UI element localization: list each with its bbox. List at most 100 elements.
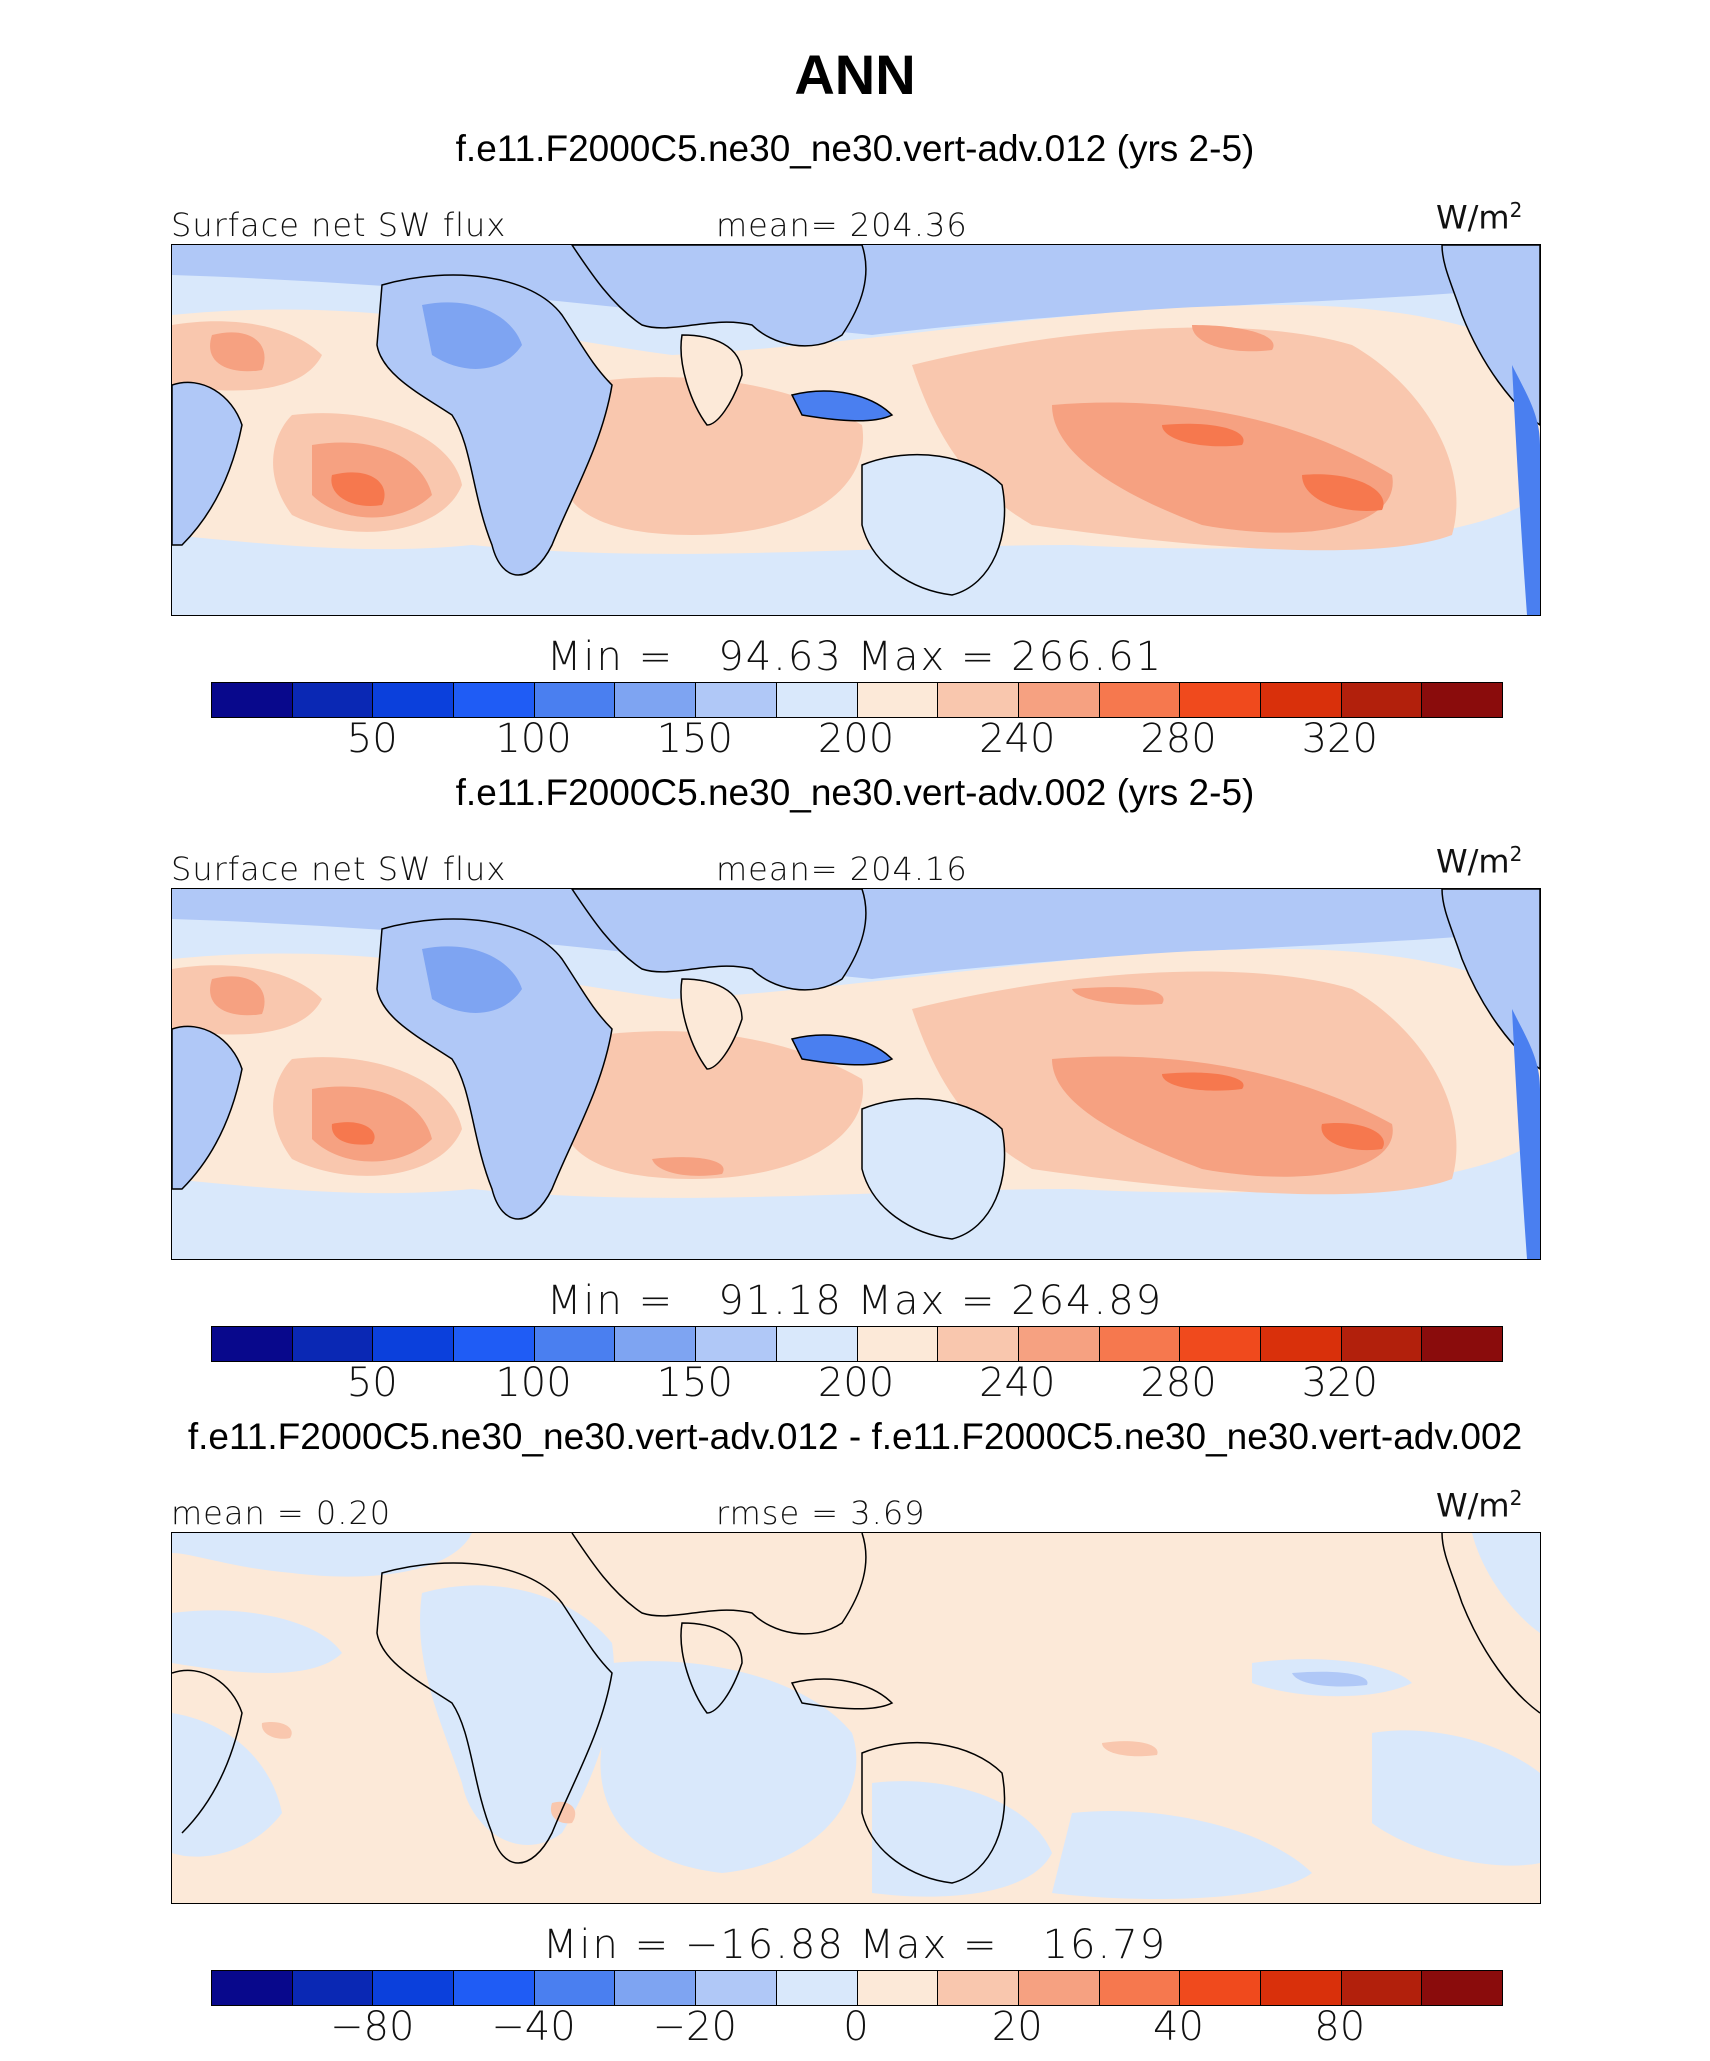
colorbar-tick: 0 — [843, 2004, 869, 2050]
colorbar-box — [534, 1327, 616, 1361]
colorbar-box — [696, 1971, 777, 2005]
colorbar-tick: 280 — [1140, 1360, 1217, 1406]
map-field-orange-5 — [652, 1157, 724, 1176]
colorbar-box — [776, 1971, 858, 2005]
colorbar-box — [1341, 1327, 1423, 1361]
panel-2-min-max: Min = 91.18 Max = 264.89 — [546, 1278, 1164, 1324]
colorbar-box — [1341, 1971, 1423, 2005]
panel-1-variable-label: Surface net SW flux — [171, 206, 507, 244]
map-diff-blue-5 — [172, 1713, 282, 1857]
map-background — [172, 1533, 1540, 1903]
map-continent-africa-interior — [422, 946, 522, 1013]
colorbar-box — [292, 1971, 374, 2005]
map-coast-south-america — [172, 1669, 243, 1834]
colorbar-tick: 200 — [817, 716, 895, 762]
colorbar-box — [776, 683, 858, 717]
colorbar-box — [938, 683, 1019, 717]
map-continent-africa-interior — [422, 302, 522, 369]
map-diff-blue-6 — [872, 1781, 1052, 1897]
colorbar-box — [1422, 1971, 1502, 2005]
colorbar-tick: −40 — [491, 2004, 576, 2050]
panel-3-case-title: f.e11.F2000C5.ne30_ne30.vert-adv.012 - f… — [187, 1416, 1523, 1457]
colorbar-box — [615, 683, 697, 717]
colorbar-box — [1018, 1327, 1100, 1361]
colorbar-box — [454, 683, 535, 717]
panel-1-units: W/m2 — [1436, 198, 1523, 237]
panel-2-variable-label: Surface net SW flux — [171, 850, 507, 888]
colorbar-box — [1018, 1971, 1100, 2005]
map-continent-asia — [571, 889, 867, 991]
colorbar-tick: 150 — [656, 1360, 733, 1406]
colorbar-box — [292, 1327, 374, 1361]
colorbar-box — [292, 683, 374, 717]
map-field-orange-2 — [312, 1086, 432, 1162]
map-field-orange-3 — [1052, 402, 1393, 533]
colorbar-box — [1180, 683, 1261, 717]
colorbar-box — [212, 683, 293, 717]
panel-3-map — [171, 1532, 1541, 1904]
map-coast-north-america — [1441, 1533, 1540, 1714]
colorbar-box — [615, 1971, 697, 2005]
panel-3-rmse-label: rmse = 3.69 — [716, 1494, 926, 1532]
map-continent-central-america — [1512, 365, 1540, 615]
colorbar-box — [696, 683, 777, 717]
panel-2-case-title: f.e11.F2000C5.ne30_ne30.vert-adv.002 (yr… — [455, 772, 1255, 813]
colorbar-box — [857, 1971, 939, 2005]
colorbar-tick: 320 — [1301, 716, 1378, 762]
colorbar-box — [454, 1327, 535, 1361]
panel-1-map — [171, 244, 1541, 616]
colorbar-tick: 200 — [817, 1360, 895, 1406]
colorbar-box — [212, 1971, 293, 2005]
colorbar-box — [615, 1327, 697, 1361]
colorbar-box — [1180, 1971, 1261, 2005]
map-diff-blue-4 — [600, 1661, 857, 1873]
map-diff-blue-3 — [420, 1585, 614, 1845]
colorbar-tick: −80 — [330, 2004, 415, 2050]
colorbar-box — [373, 1971, 455, 2005]
colorbar-box — [454, 1971, 535, 2005]
colorbar-tick: 50 — [346, 1360, 398, 1406]
panel-2-mean-label: mean= 204.16 — [716, 850, 968, 888]
colorbar-tick: −20 — [652, 2004, 737, 2050]
map-coast-australia — [861, 1741, 1006, 1884]
colorbar-box — [1099, 1971, 1181, 2005]
map-field-deep-orange-3 — [1321, 1123, 1384, 1151]
colorbar-box — [373, 683, 455, 717]
colorbar-box — [534, 683, 616, 717]
map-continent-south-america — [172, 381, 243, 546]
colorbar-tick: 50 — [346, 716, 398, 762]
panel-2-colorbar — [211, 1326, 1503, 1362]
panel-2-units: W/m2 — [1436, 842, 1523, 881]
map-diff-blue-1 — [172, 1533, 472, 1577]
colorbar-box — [696, 1327, 777, 1361]
panel-1-colorbar-ticks: 50 100 150 200 240 280 320 — [211, 716, 1501, 764]
colorbar-box — [938, 1327, 1019, 1361]
map-continent-maritime — [790, 390, 894, 422]
panel-3-units: W/m2 — [1436, 1486, 1523, 1525]
colorbar-tick: 240 — [979, 1360, 1056, 1406]
map-continent-south-america — [172, 1025, 243, 1190]
colorbar-tick: 280 — [1140, 716, 1217, 762]
colorbar-tick: 40 — [1153, 2004, 1204, 2050]
panel-1-case-title: f.e11.F2000C5.ne30_ne30.vert-adv.012 (yr… — [455, 128, 1255, 169]
colorbar-tick: 100 — [495, 716, 572, 762]
colorbar-box — [1260, 683, 1342, 717]
map-field-salmon-indian — [560, 377, 864, 535]
colorbar-box — [1260, 1327, 1342, 1361]
map-diff-blue-10 — [1372, 1730, 1540, 1866]
map-continent-india — [680, 334, 743, 426]
map-continent-australia — [861, 453, 1006, 596]
panel-1-colorbar — [211, 682, 1503, 718]
map-field-orange-1 — [210, 976, 265, 1016]
panel-2-colorbar-ticks: 50 100 150 200 240 280 320 — [211, 1360, 1501, 1408]
colorbar-box — [1099, 683, 1181, 717]
panel-3-mean-label: mean = 0.20 — [171, 1494, 392, 1532]
colorbar-box — [1341, 683, 1423, 717]
colorbar-box — [373, 1327, 455, 1361]
map-diff-blue-11 — [1472, 1533, 1540, 1633]
map-field-deep-orange-2 — [1162, 1072, 1244, 1091]
map-continent-maritime — [790, 1034, 894, 1066]
colorbar-box — [1018, 683, 1100, 717]
colorbar-box — [534, 1971, 616, 2005]
map-field-deep-orange-1 — [331, 1122, 375, 1145]
